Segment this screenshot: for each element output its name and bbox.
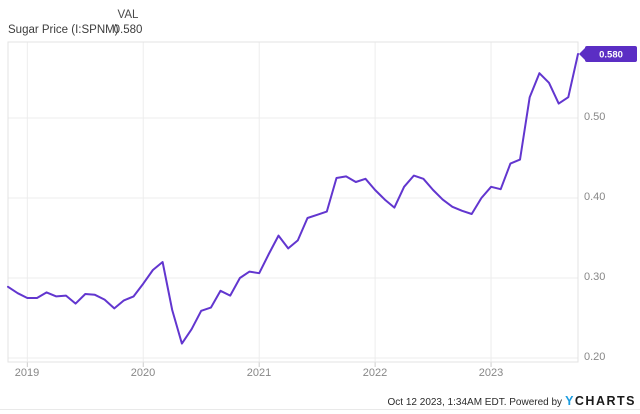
y-axis-tick-label: 0.50 [584, 111, 606, 123]
bottom-divider [0, 409, 640, 410]
x-axis-tick-label: 2022 [362, 367, 388, 379]
chart-footer: Oct 12 2023, 1:34AM EDT. Powered by YCHA… [388, 394, 636, 408]
ycharts-logo-charts: CHARTS [574, 394, 636, 408]
last-value-tag-label: 0.580 [599, 50, 623, 61]
y-axis-tick-label: 0.40 [584, 191, 606, 203]
last-value-tag-arrow [579, 47, 586, 61]
y-axis-tick-label: 0.20 [584, 351, 606, 363]
series-current-value: 0.580 [113, 24, 143, 36]
timestamp: Oct 12 2023, 1:34AM EDT. Powered by [387, 397, 563, 408]
price-line-chart[interactable]: 0.580 [0, 0, 640, 382]
value-column-header: VAL [117, 9, 139, 21]
series-title: Sugar Price (I:SPNM) [8, 24, 119, 36]
ycharts-logo-y: Y [565, 394, 575, 408]
value-readout: VAL 0.580 [100, 9, 156, 36]
x-axis-tick-label: 2020 [130, 367, 156, 379]
x-axis-tick-label: 2019 [14, 367, 40, 379]
x-axis-tick-label: 2023 [478, 367, 504, 379]
y-axis-tick-label: 0.30 [584, 271, 606, 283]
x-axis-tick-label: 2021 [246, 367, 272, 379]
ycharts-logo[interactable]: YCHARTS [565, 394, 636, 408]
last-value-tag [585, 46, 637, 62]
